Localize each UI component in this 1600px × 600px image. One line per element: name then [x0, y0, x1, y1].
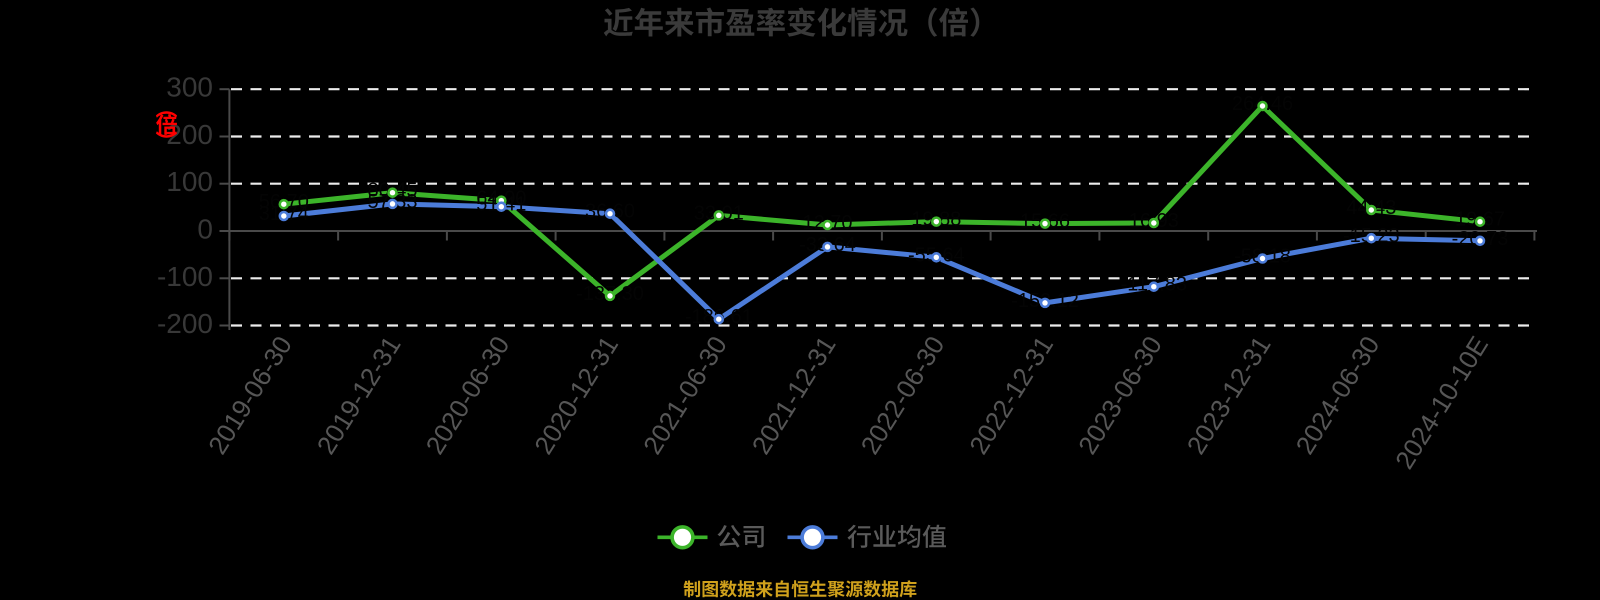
- svg-text:300: 300: [166, 72, 213, 103]
- svg-text:-100: -100: [157, 261, 213, 292]
- svg-text:0: 0: [197, 214, 213, 245]
- svg-text:-200: -200: [157, 308, 213, 339]
- svg-text:100: 100: [166, 166, 213, 197]
